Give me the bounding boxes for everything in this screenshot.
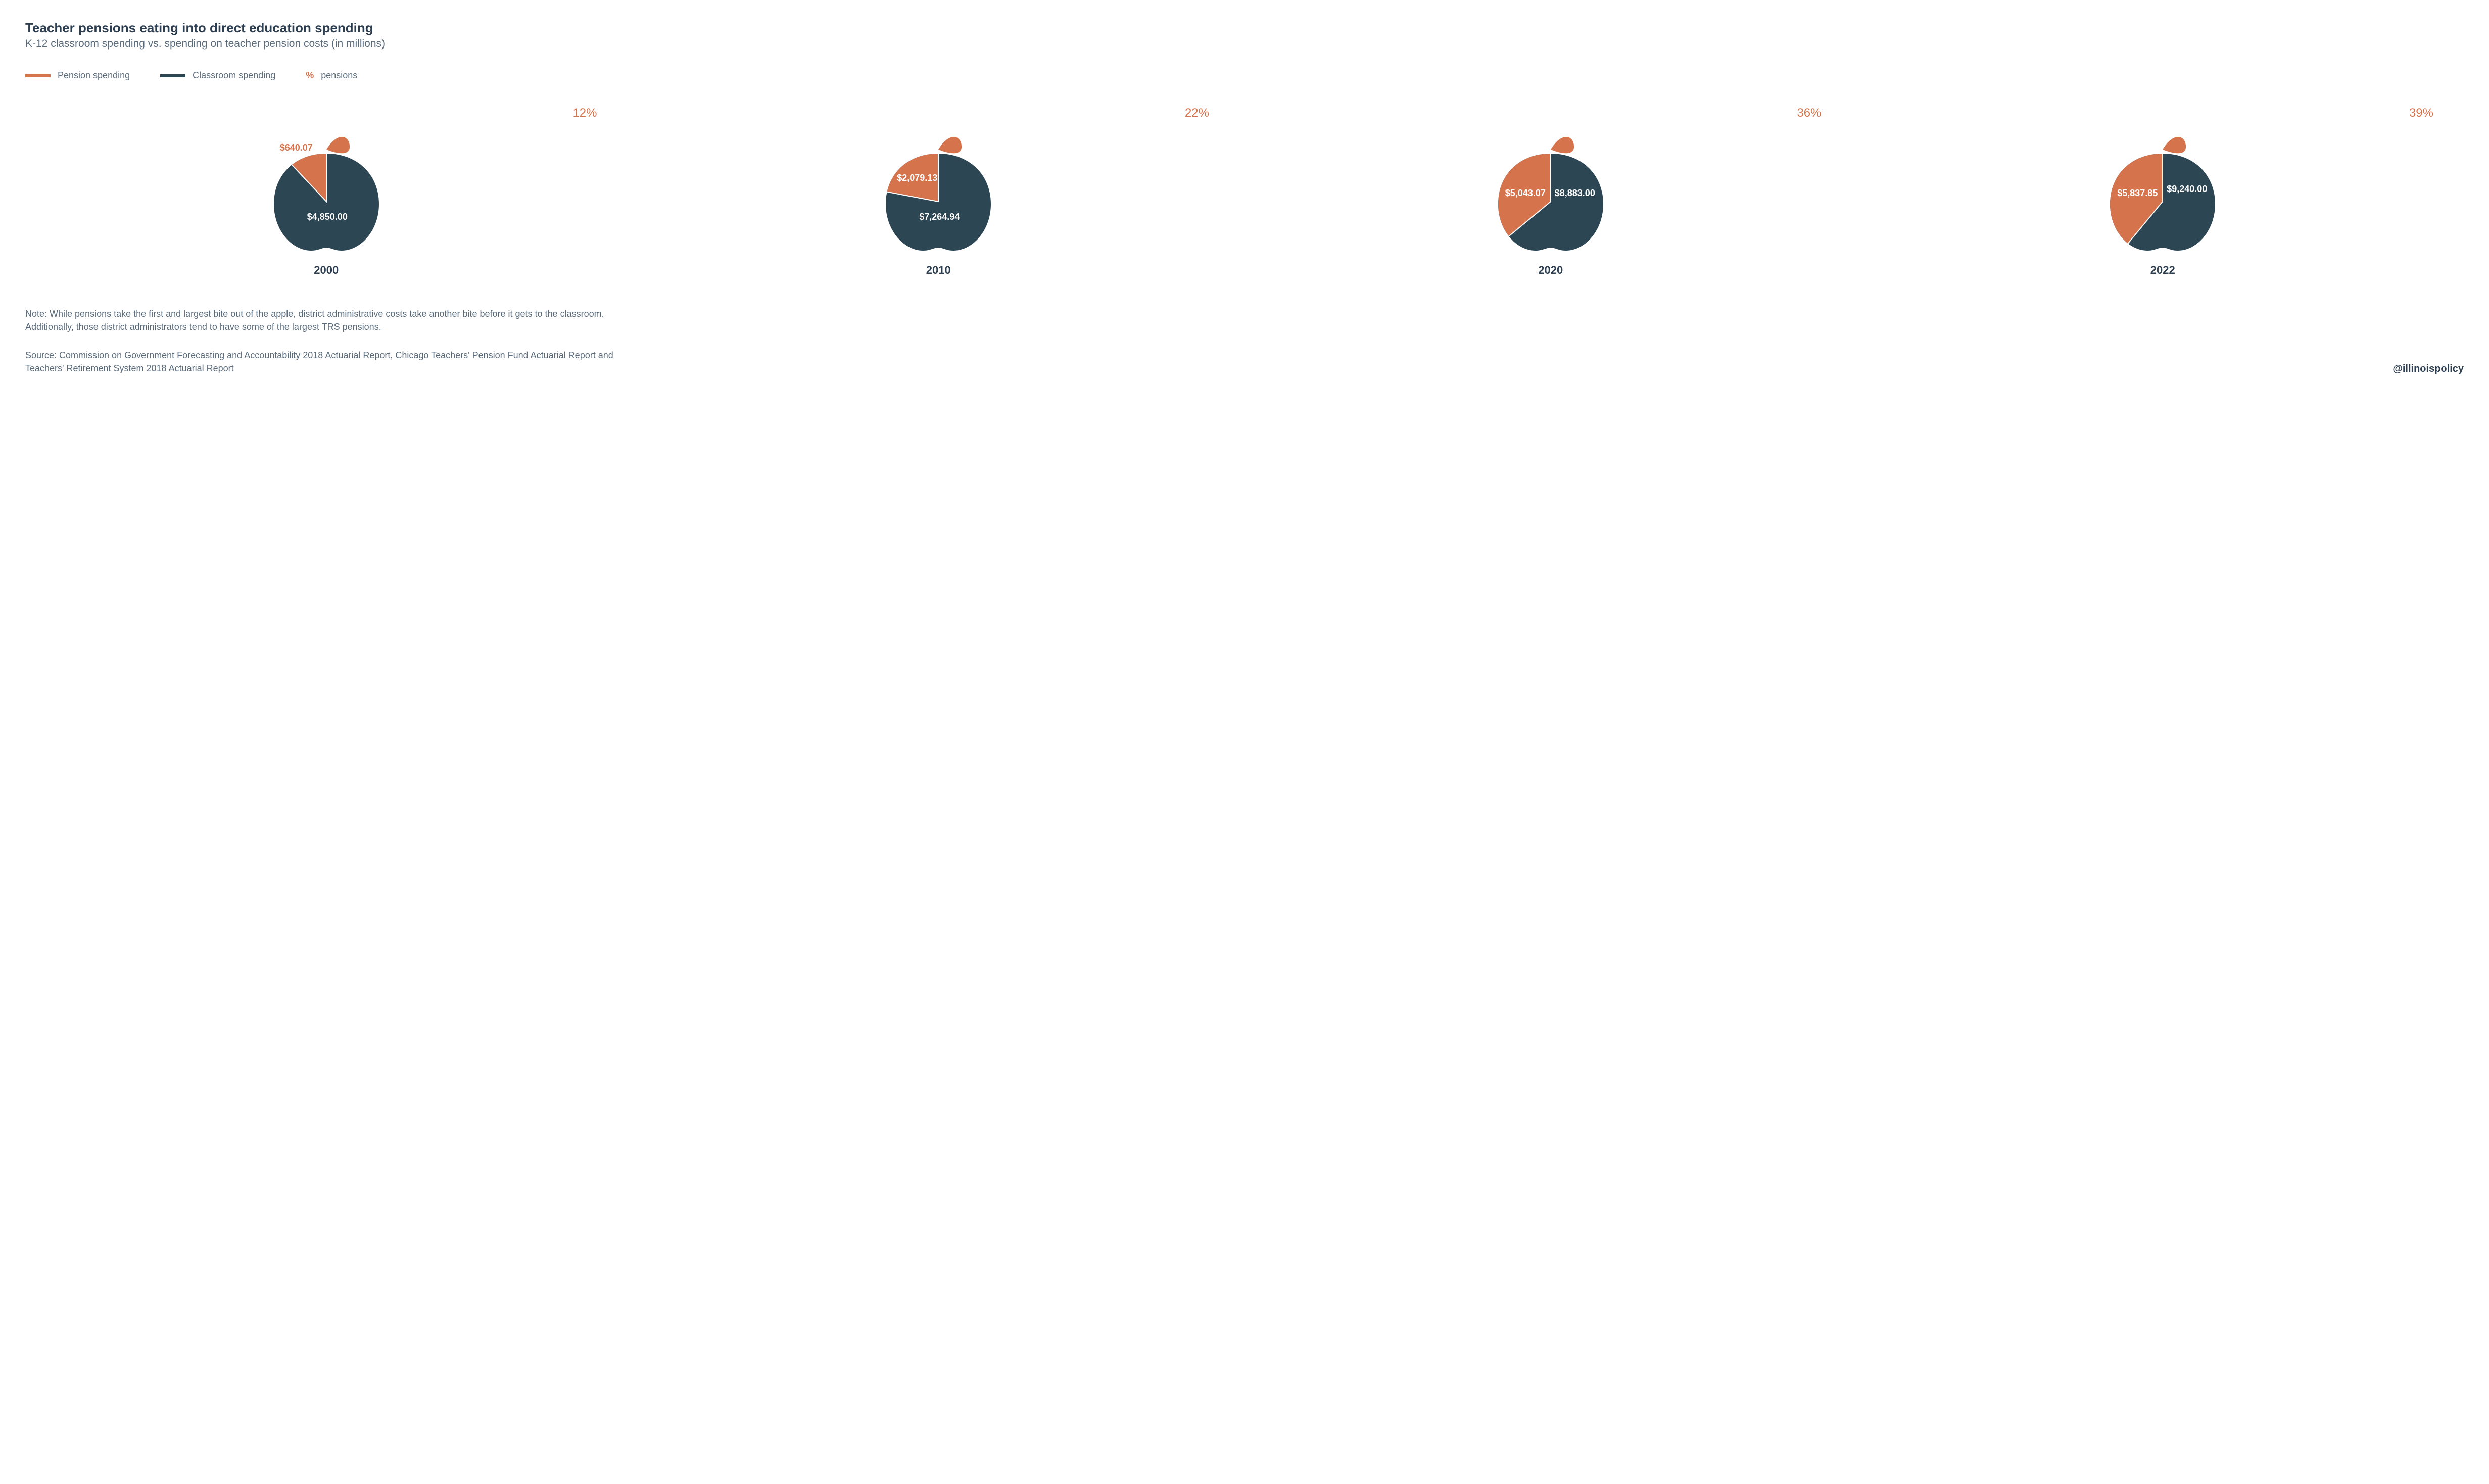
apple-leaf-icon	[1551, 137, 1574, 153]
classroom-value-label: $4,850.00	[307, 212, 348, 222]
apple-chart: 12% $640.07 $4,850.00 2000	[25, 106, 628, 277]
legend-item-pension: Pension spending	[25, 70, 130, 81]
year-label: 2010	[926, 264, 951, 277]
pension-pct-label: 22%	[1185, 106, 1239, 120]
apple-svg	[2097, 123, 2228, 255]
footer: Source: Commission on Government Forecas…	[25, 349, 2464, 375]
chart-title: Teacher pensions eating into direct educ…	[25, 20, 2464, 36]
year-label: 2000	[314, 264, 339, 277]
pension-pct-label: 39%	[2409, 106, 2464, 120]
apple-leaf-icon	[938, 137, 962, 153]
classroom-value-label: $8,883.00	[1555, 188, 1595, 199]
legend-item-pct: % pensions	[306, 70, 357, 81]
pension-value-label: $5,837.85	[2117, 188, 2158, 199]
pension-pct-label: 36%	[1797, 106, 1851, 120]
classroom-swatch	[160, 74, 185, 77]
pension-value-label: $2,079.13	[897, 173, 937, 183]
legend-item-classroom: Classroom spending	[160, 70, 275, 81]
year-label: 2022	[2150, 264, 2175, 277]
pension-pct-label: 12%	[572, 106, 627, 120]
legend-pct-suffix: pensions	[321, 70, 357, 81]
classroom-value-label: $9,240.00	[2167, 184, 2207, 195]
apple-svg	[873, 123, 1004, 255]
apple-graphic: $5,043.07 $8,883.00	[1485, 123, 1616, 255]
apple-leaf-icon	[326, 137, 350, 153]
apple-graphic: $640.07 $4,850.00	[261, 123, 392, 255]
apple-chart: 36% $5,043.07 $8,883.00 2020	[1250, 106, 1852, 277]
apple-chart: 39% $5,837.85 $9,240.00 2022	[1862, 106, 2464, 277]
legend-label-pension: Pension spending	[58, 70, 130, 81]
source-text: Source: Commission on Government Forecas…	[25, 349, 621, 375]
pension-value-label: $640.07	[280, 142, 313, 153]
pension-swatch	[25, 74, 51, 77]
apple-chart: 22% $2,079.13 $7,264.94 2010	[638, 106, 1240, 277]
apple-leaf-icon	[2163, 137, 2186, 153]
pension-slice	[873, 123, 938, 202]
legend-pct-prefix: %	[306, 70, 314, 81]
social-handle: @illinoispolicy	[2392, 363, 2464, 375]
apple-graphic: $2,079.13 $7,264.94	[873, 123, 1004, 255]
year-label: 2020	[1538, 264, 1563, 277]
apple-svg	[1485, 123, 1616, 255]
legend-label-classroom: Classroom spending	[193, 70, 275, 81]
footnote: Note: While pensions take the first and …	[25, 307, 621, 333]
apple-graphic: $5,837.85 $9,240.00	[2097, 123, 2228, 255]
classroom-value-label: $7,264.94	[919, 212, 960, 222]
charts-row: 12% $640.07 $4,850.00 2000 22% $2,079.13 $7,…	[25, 106, 2464, 277]
legend: Pension spending Classroom spending % pe…	[25, 70, 2464, 81]
pension-value-label: $5,043.07	[1505, 188, 1546, 199]
chart-subtitle: K-12 classroom spending vs. spending on …	[25, 38, 2464, 50]
